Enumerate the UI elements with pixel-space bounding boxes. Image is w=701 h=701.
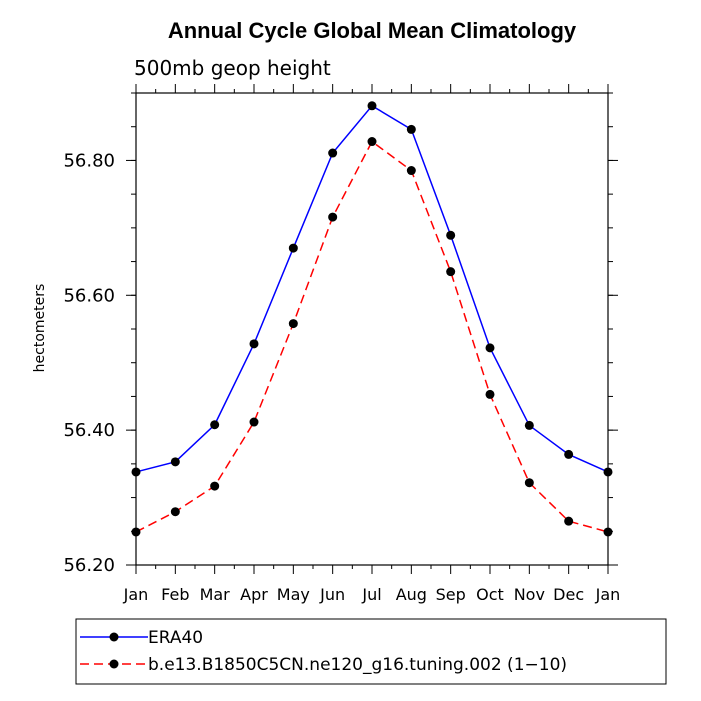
series-2-point xyxy=(564,516,574,526)
x-tick-label: Jul xyxy=(361,585,381,604)
axes xyxy=(135,92,609,566)
series-2-point xyxy=(328,212,338,222)
series-line-2 xyxy=(135,140,609,533)
series-1-point xyxy=(170,457,180,467)
series-2-point xyxy=(288,319,298,329)
legend-items: ERA40 b.e13.B1850C5CN.ne120_g16.tuning.00… xyxy=(80,628,567,675)
legend-label-1: ERA40 xyxy=(148,628,203,648)
series-1-point xyxy=(446,230,456,240)
chart-subtitle: 500mb geop height xyxy=(134,56,331,80)
y-tick-label: 56.20 xyxy=(63,555,115,576)
series-1-point xyxy=(328,148,338,158)
plot-frame xyxy=(135,92,609,566)
series-2-point xyxy=(170,507,180,517)
x-tick-label: Sep xyxy=(436,585,466,604)
legend-marker-2 xyxy=(109,659,119,669)
x-ticks: Jan Feb Mar Apr May Jun Jul Aug Sep Oct Nov Dec Jan xyxy=(123,84,621,604)
series-1-point xyxy=(367,101,377,111)
x-tick-label: May xyxy=(277,585,310,604)
series-1-point xyxy=(406,124,416,134)
series-2-point xyxy=(524,478,534,488)
series-1-point xyxy=(131,467,141,477)
series-2-point xyxy=(446,267,456,277)
x-tick-label: Dec xyxy=(553,585,584,604)
legend-label-2: b.e13.B1850C5CN.ne120_g16.tuning.002 (1−… xyxy=(148,655,567,675)
chart-title: Annual Cycle Global Mean Climatology xyxy=(168,18,577,43)
x-tick-label: Aug xyxy=(396,585,427,604)
x-tick-label: Mar xyxy=(200,585,231,604)
series-2-point xyxy=(603,527,613,537)
series-2-point xyxy=(249,417,259,427)
series-line-1 xyxy=(135,104,609,473)
y-tick-label: 56.80 xyxy=(63,150,115,171)
y-ticks: 56.20 56.40 56.60 56.80 xyxy=(63,92,618,576)
y-tick-label: 56.40 xyxy=(63,420,115,441)
y-tick-label: 56.60 xyxy=(63,285,115,306)
series-2-point xyxy=(406,166,416,176)
y-axis-label: hectometers xyxy=(32,284,48,373)
x-tick-label: Apr xyxy=(240,585,268,604)
series-1-point xyxy=(249,339,259,349)
x-tick-label: Feb xyxy=(161,585,189,604)
legend: ERA40 b.e13.B1850C5CN.ne120_g16.tuning.00… xyxy=(75,618,667,685)
x-tick-label: Jan xyxy=(595,585,621,604)
series-1-point xyxy=(603,467,613,477)
series-1-point xyxy=(524,420,534,430)
legend-marker-1 xyxy=(109,632,119,642)
legend-box xyxy=(75,618,667,685)
series-1-point xyxy=(485,343,495,353)
series-2-point xyxy=(485,389,495,399)
x-tick-label: Jun xyxy=(319,585,345,604)
series-2-point xyxy=(131,527,141,537)
series-2-point xyxy=(367,137,377,147)
series-1-point xyxy=(210,420,220,430)
x-tick-label: Oct xyxy=(476,585,504,604)
series-2-point xyxy=(210,481,220,491)
x-tick-label: Nov xyxy=(514,585,545,604)
series-1-point xyxy=(288,243,298,253)
x-tick-label: Jan xyxy=(123,585,149,604)
series-layer xyxy=(131,101,613,537)
series-1-point xyxy=(564,449,574,459)
